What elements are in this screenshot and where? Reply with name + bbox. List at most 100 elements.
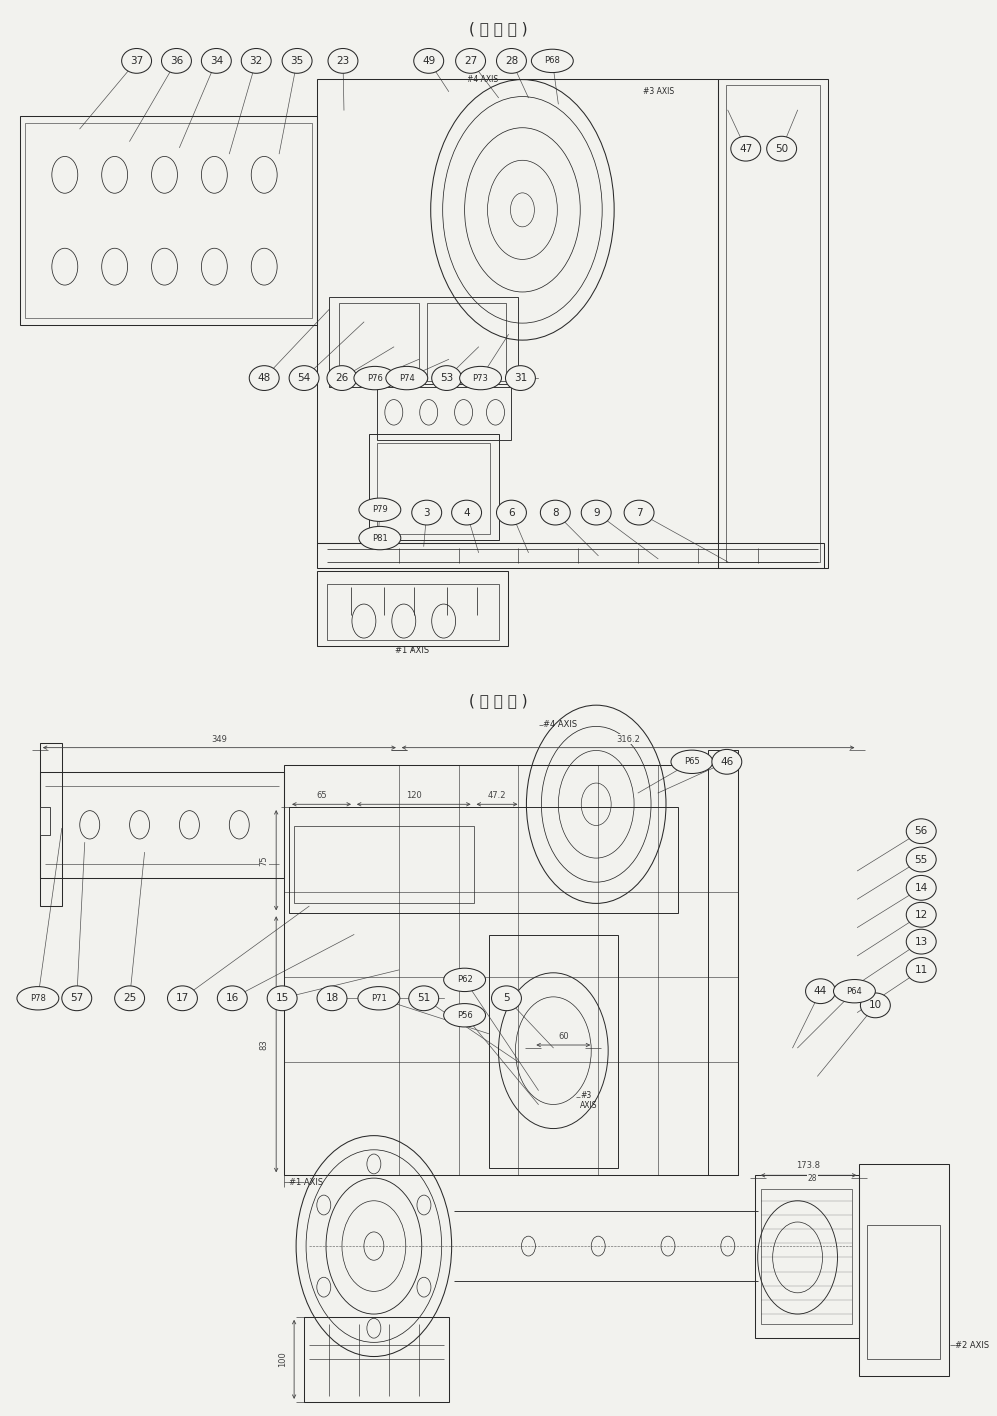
Text: 53: 53 <box>440 372 454 384</box>
Bar <box>317 571 508 646</box>
Bar <box>339 303 419 381</box>
Text: #4 AXIS: #4 AXIS <box>543 721 577 729</box>
Text: 44: 44 <box>814 986 828 997</box>
Bar <box>718 79 828 568</box>
Text: P76: P76 <box>367 374 383 382</box>
Ellipse shape <box>444 1004 486 1027</box>
Text: P78: P78 <box>30 994 46 1003</box>
Text: 54: 54 <box>297 372 311 384</box>
Text: 7: 7 <box>636 507 642 518</box>
Ellipse shape <box>833 980 875 1003</box>
Text: 5: 5 <box>503 993 509 1004</box>
Ellipse shape <box>289 365 319 391</box>
Text: 6: 6 <box>508 507 514 518</box>
Text: 55: 55 <box>914 854 928 865</box>
Bar <box>40 743 62 906</box>
Ellipse shape <box>456 48 486 74</box>
Text: 75: 75 <box>259 855 269 865</box>
Text: 11: 11 <box>914 964 928 976</box>
Text: 51: 51 <box>417 993 431 1004</box>
Text: 37: 37 <box>130 55 144 67</box>
Bar <box>726 85 820 562</box>
Ellipse shape <box>531 50 573 72</box>
Text: 60: 60 <box>558 1032 568 1041</box>
Text: 4: 4 <box>464 507 470 518</box>
Text: 31: 31 <box>513 372 527 384</box>
Ellipse shape <box>806 978 835 1004</box>
Text: #3
AXIS: #3 AXIS <box>580 1090 598 1110</box>
Bar <box>377 384 511 440</box>
Ellipse shape <box>452 500 482 525</box>
Text: 16: 16 <box>225 993 239 1004</box>
Text: P62: P62 <box>457 976 473 984</box>
Text: 47: 47 <box>739 143 753 154</box>
Bar <box>377 443 490 534</box>
Ellipse shape <box>712 749 742 775</box>
Ellipse shape <box>497 500 526 525</box>
Bar <box>317 79 718 544</box>
Text: 35: 35 <box>290 55 304 67</box>
Text: #4 AXIS: #4 AXIS <box>467 75 498 84</box>
Text: 47.2: 47.2 <box>488 792 506 800</box>
Ellipse shape <box>267 986 297 1011</box>
Bar <box>25 123 312 319</box>
Text: 8: 8 <box>552 507 558 518</box>
Text: #1 AXIS: #1 AXIS <box>289 1178 323 1187</box>
Text: 18: 18 <box>325 993 339 1004</box>
Text: 23: 23 <box>336 55 350 67</box>
Text: 57: 57 <box>70 993 84 1004</box>
Text: 48: 48 <box>257 372 271 384</box>
Ellipse shape <box>328 48 358 74</box>
Ellipse shape <box>122 48 152 74</box>
Text: P65: P65 <box>684 758 700 766</box>
Ellipse shape <box>412 500 442 525</box>
Bar <box>761 1189 852 1324</box>
Ellipse shape <box>906 929 936 954</box>
Ellipse shape <box>444 969 486 991</box>
Text: 36: 36 <box>169 55 183 67</box>
Bar <box>284 765 738 1175</box>
Ellipse shape <box>359 527 401 549</box>
Bar <box>289 807 678 913</box>
Bar <box>867 1225 940 1359</box>
Text: 34: 34 <box>209 55 223 67</box>
Bar <box>859 1164 949 1376</box>
Ellipse shape <box>624 500 654 525</box>
Text: 26: 26 <box>335 372 349 384</box>
Ellipse shape <box>540 500 570 525</box>
Ellipse shape <box>115 986 145 1011</box>
Bar <box>755 1175 859 1338</box>
Text: 56: 56 <box>914 826 928 837</box>
Text: P74: P74 <box>399 374 415 382</box>
Bar <box>20 116 317 326</box>
Ellipse shape <box>767 136 797 161</box>
Ellipse shape <box>162 48 191 74</box>
Ellipse shape <box>62 986 92 1011</box>
Ellipse shape <box>167 986 197 1011</box>
Ellipse shape <box>906 902 936 927</box>
Ellipse shape <box>505 365 535 391</box>
Text: P79: P79 <box>372 506 388 514</box>
Ellipse shape <box>359 498 401 521</box>
Text: P71: P71 <box>371 994 387 1003</box>
Ellipse shape <box>317 986 347 1011</box>
Bar <box>329 297 518 388</box>
Ellipse shape <box>17 987 59 1010</box>
Text: 50: 50 <box>775 143 789 154</box>
Ellipse shape <box>860 993 890 1018</box>
Text: #3 AXIS: #3 AXIS <box>643 86 674 96</box>
Text: 14: 14 <box>914 882 928 893</box>
Bar <box>40 807 50 835</box>
Text: 83: 83 <box>259 1039 269 1049</box>
Text: 17: 17 <box>175 993 189 1004</box>
Ellipse shape <box>386 367 428 389</box>
Text: 10: 10 <box>868 1000 882 1011</box>
Text: 27: 27 <box>464 55 478 67</box>
Text: P68: P68 <box>544 57 560 65</box>
Ellipse shape <box>282 48 312 74</box>
Text: P56: P56 <box>457 1011 473 1020</box>
Bar <box>427 303 506 381</box>
Ellipse shape <box>201 48 231 74</box>
Text: #1 AXIS: #1 AXIS <box>395 646 429 656</box>
Text: P81: P81 <box>372 534 388 542</box>
